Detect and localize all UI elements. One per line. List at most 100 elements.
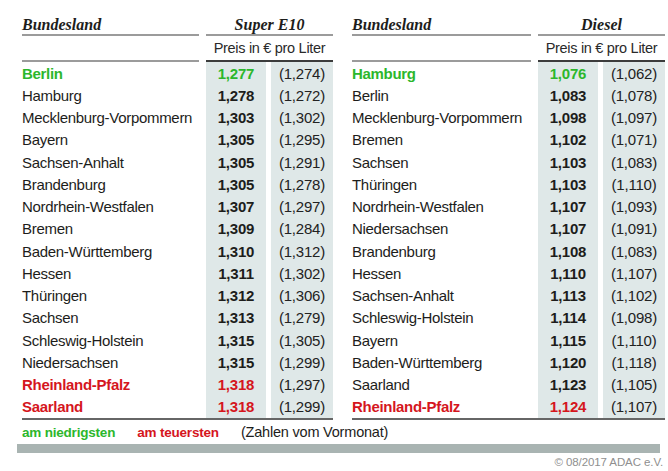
- tables-wrapper: Bundesland Super E10 Preis in € pro Lite…: [22, 12, 665, 420]
- column-gap: [199, 262, 206, 284]
- price-current: 1,114: [538, 307, 598, 329]
- table-row: Mecklenburg-Vorpommern 1,098 (1,097): [352, 107, 665, 129]
- price-current: 1,315: [206, 329, 266, 351]
- column-gap: [531, 107, 538, 129]
- price-previous-month: (1,098): [603, 307, 665, 329]
- table-row: Berlin 1,083 (1,078): [352, 84, 665, 106]
- column-gap: [199, 173, 206, 195]
- table-row: Hamburg 1,278 (1,272): [22, 84, 333, 106]
- price-previous-month: (1,102): [603, 285, 665, 307]
- state-name: Rheinland-Pfalz: [352, 396, 531, 418]
- price-current: 1,115: [538, 329, 598, 351]
- table-super-e10: Bundesland Super E10 Preis in € pro Lite…: [22, 12, 333, 420]
- table-row: Niedersachsen 1,315 (1,299): [22, 351, 333, 373]
- table-row: Rheinland-Pfalz 1,318 (1,297): [22, 374, 333, 396]
- price-previous-month: (1,097): [603, 107, 665, 129]
- price-current: 1,107: [538, 218, 598, 240]
- price-current: 1,076: [538, 62, 598, 84]
- column-gap: [531, 351, 538, 373]
- table-row: Bremen 1,102 (1,071): [352, 129, 665, 151]
- footer-bar: [17, 444, 660, 453]
- column-gap: [531, 374, 538, 396]
- price-previous-month: (1,312): [271, 240, 333, 262]
- column-gap: [199, 84, 206, 106]
- table-row: Saarland 1,123 (1,105): [352, 374, 665, 396]
- price-current: 1,305: [206, 151, 266, 173]
- price-current: 1,098: [538, 107, 598, 129]
- state-name: Rheinland-Pfalz: [22, 374, 199, 396]
- state-name: Baden-Württemberg: [352, 351, 531, 373]
- table-body: Berlin 1,277 (1,274) Hamburg 1,278 (1,27…: [22, 62, 333, 418]
- table-row: Brandenburg 1,108 (1,083): [352, 240, 665, 262]
- state-name: Brandenburg: [352, 240, 531, 262]
- table-row: Thüringen 1,312 (1,306): [22, 285, 333, 307]
- column-gap: [199, 129, 206, 151]
- state-name: Saarland: [352, 374, 531, 396]
- price-previous-month: (1,105): [603, 374, 665, 396]
- price-previous-month: (1,083): [603, 240, 665, 262]
- price-previous-month: (1,295): [271, 129, 333, 151]
- state-name: Hamburg: [352, 62, 531, 84]
- column-gap: [199, 374, 206, 396]
- price-previous-month: (1,305): [271, 329, 333, 351]
- price-current: 1,313: [206, 307, 266, 329]
- state-name: Sachsen-Anhalt: [22, 151, 199, 173]
- column-gap: [531, 196, 538, 218]
- price-current: 1,305: [206, 129, 266, 151]
- price-previous-month: (1,297): [271, 374, 333, 396]
- price-previous-month: (1,083): [603, 151, 665, 173]
- table-subheader: Preis in € pro Liter: [352, 36, 665, 60]
- state-name: Nordrhein-Westfalen: [22, 196, 199, 218]
- table-row: Sachsen 1,313 (1,279): [22, 307, 333, 329]
- state-name: Sachsen-Anhalt: [352, 285, 531, 307]
- table-diesel: Bundesland Diesel Preis in € pro Liter H…: [352, 12, 665, 420]
- column-header-bundesland: Bundesland: [352, 16, 531, 34]
- table-bottom-divider: [22, 418, 333, 420]
- state-name: Berlin: [22, 62, 199, 84]
- state-name: Bremen: [22, 218, 199, 240]
- table-row: Schleswig-Holstein 1,315 (1,305): [22, 329, 333, 351]
- column-gap: [199, 62, 206, 84]
- price-previous-month: (1,279): [271, 307, 333, 329]
- table-row: Sachsen 1,103 (1,083): [352, 151, 665, 173]
- price-previous-month: (1,078): [603, 84, 665, 106]
- column-gap: [531, 262, 538, 284]
- table-row: Niedersachsen 1,107 (1,091): [352, 218, 665, 240]
- price-current: 1,107: [538, 196, 598, 218]
- price-previous-month: (1,110): [603, 329, 665, 351]
- price-previous-month: (1,091): [603, 218, 665, 240]
- price-previous-month: (1,107): [603, 262, 665, 284]
- price-previous-month: (1,302): [271, 262, 333, 284]
- state-name: Saarland: [22, 396, 199, 418]
- state-name: Niedersachsen: [352, 218, 531, 240]
- table-subheader: Preis in € pro Liter: [22, 36, 333, 60]
- table-row: Baden-Württemberg 1,310 (1,312): [22, 240, 333, 262]
- table-row: Baden-Württemberg 1,120 (1,118): [352, 351, 665, 373]
- price-current: 1,083: [538, 84, 598, 106]
- table-row: Sachsen-Anhalt 1,305 (1,291): [22, 151, 333, 173]
- table-row: Schleswig-Holstein 1,114 (1,098): [352, 307, 665, 329]
- price-current: 1,277: [206, 62, 266, 84]
- column-gap: [531, 173, 538, 195]
- price-current: 1,103: [538, 151, 598, 173]
- legend-highest-label: am teuersten: [137, 425, 219, 440]
- price-previous-month: (1,272): [271, 84, 333, 106]
- state-name: Hamburg: [22, 84, 199, 106]
- price-unit-label: Preis in € pro Liter: [206, 40, 333, 56]
- price-current: 1,318: [206, 374, 266, 396]
- price-previous-month: (1,118): [603, 351, 665, 373]
- column-gap: [531, 329, 538, 351]
- table-row: Sachsen-Anhalt 1,113 (1,102): [352, 285, 665, 307]
- column-gap: [199, 218, 206, 240]
- price-current: 1,108: [538, 240, 598, 262]
- table-row: Hessen 1,311 (1,302): [22, 262, 333, 284]
- state-name: Thüringen: [22, 285, 199, 307]
- price-previous-month: (1,297): [271, 196, 333, 218]
- column-gap: [531, 62, 538, 84]
- state-name: Brandenburg: [22, 173, 199, 195]
- state-name: Mecklenburg-Vorpommern: [352, 107, 531, 129]
- price-current: 1,305: [206, 173, 266, 195]
- price-previous-month: (1,306): [271, 285, 333, 307]
- table-bottom-divider: [352, 418, 665, 420]
- price-current: 1,318: [206, 396, 266, 418]
